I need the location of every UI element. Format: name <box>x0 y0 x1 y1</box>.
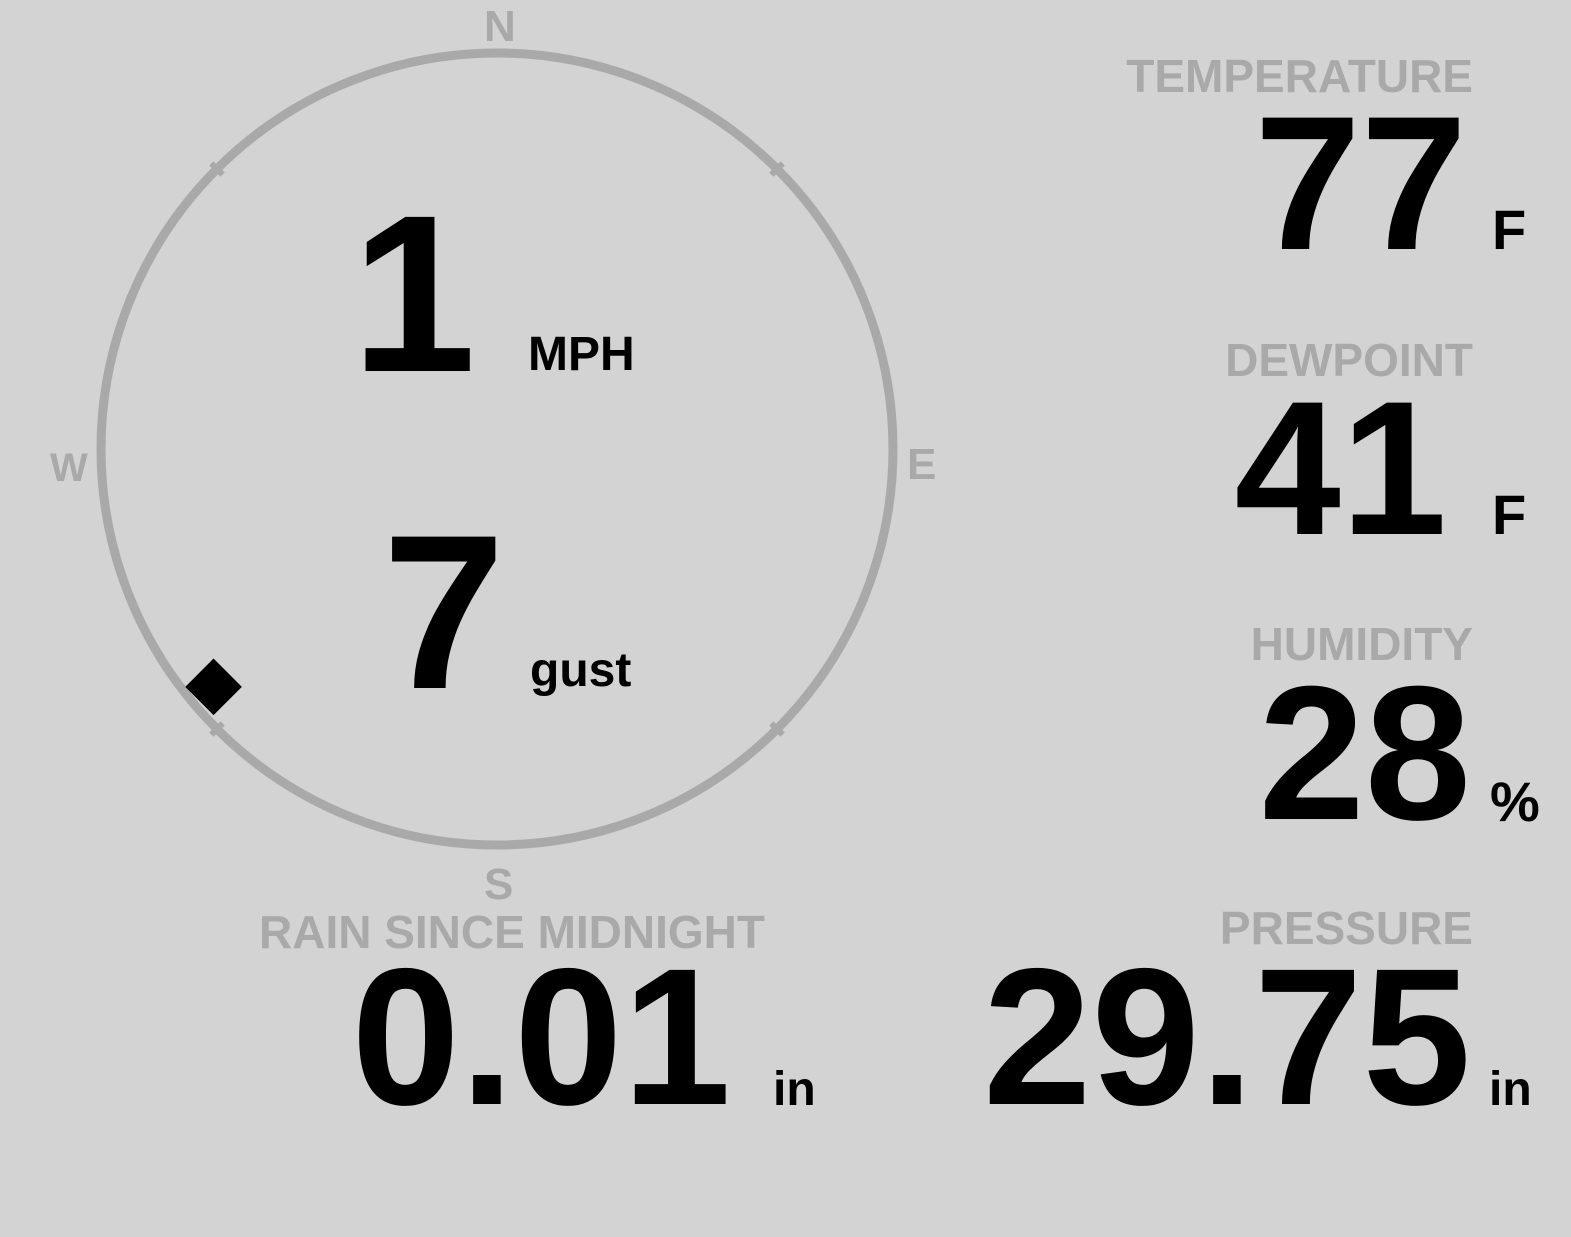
temperature-unit: F <box>1492 198 1527 261</box>
rain-unit: in <box>773 1063 816 1116</box>
temperature-label: TEMPERATURE <box>1126 50 1473 102</box>
pressure-label: PRESSURE <box>1219 902 1473 954</box>
compass-e: E <box>907 440 937 489</box>
humidity-value: 28 <box>1258 647 1471 860</box>
compass-tick <box>209 161 225 177</box>
wind-gust-value: 7 <box>382 489 505 735</box>
humidity-label: HUMIDITY <box>1250 618 1473 670</box>
rain-label: RAIN SINCE MIDNIGHT <box>259 906 765 958</box>
pressure-value: 29.75 <box>983 928 1471 1146</box>
humidity-unit: % <box>1490 770 1540 833</box>
compass-n: N <box>484 2 516 51</box>
rain-value: 0.01 <box>351 928 731 1146</box>
compass-ring <box>96 48 898 850</box>
dewpoint-value: 41 <box>1234 362 1447 575</box>
pressure-unit: in <box>1489 1063 1532 1116</box>
dewpoint-unit: F <box>1492 483 1527 546</box>
compass-tick <box>209 721 225 737</box>
wind-speed-value: 1 <box>351 169 476 419</box>
compass-s: S <box>484 860 514 909</box>
wind-gust-unit: gust <box>530 644 632 697</box>
dewpoint-label: DEWPOINT <box>1225 334 1473 386</box>
compass-tick <box>769 721 785 737</box>
compass-w: W <box>50 446 88 490</box>
temperature-value: 77 <box>1254 77 1467 290</box>
compass-tick <box>769 161 785 177</box>
wind-speed-unit: MPH <box>528 328 635 381</box>
